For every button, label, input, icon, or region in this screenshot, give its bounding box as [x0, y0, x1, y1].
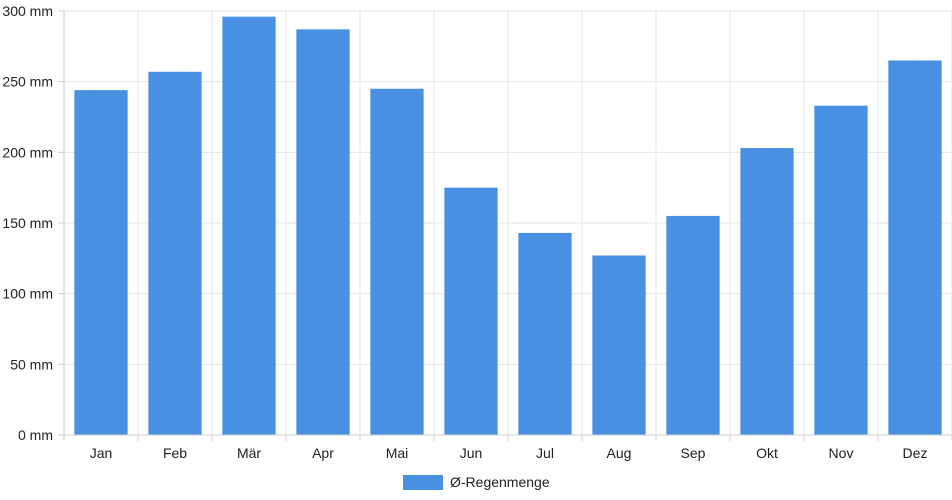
bar-mai[interactable] [370, 88, 424, 435]
x-tick-label: Jun [460, 445, 483, 461]
y-tick-label: 100 mm [2, 286, 53, 302]
legend-label: Ø-Regenmenge [450, 474, 550, 490]
bar-mär[interactable] [222, 16, 276, 436]
bar-jul[interactable] [518, 232, 572, 435]
x-tick-label: Apr [312, 445, 334, 461]
x-tick-label: Mär [237, 445, 261, 461]
y-tick-label: 150 mm [2, 215, 53, 231]
x-tick-label: Okt [756, 445, 778, 461]
x-tick-label: Nov [829, 445, 854, 461]
y-tick-label: 300 mm [2, 3, 53, 19]
x-tick-label: Jul [536, 445, 554, 461]
y-tick-label: 0 mm [18, 427, 53, 443]
x-tick-label: Sep [681, 445, 706, 461]
bar-aug[interactable] [592, 255, 646, 435]
y-tick-label: 200 mm [2, 144, 53, 160]
bar-apr[interactable] [296, 29, 350, 436]
y-axis-tick-labels: 0 mm 50 mm 100 mm 150 mm 200 mm 250 mm 300 mm [2, 3, 53, 443]
y-tick-label: 250 mm [2, 74, 53, 90]
bar-nov[interactable] [814, 105, 868, 436]
x-tick-label: Jan [90, 445, 113, 461]
grid-lines [63, 10, 952, 436]
x-tick-label: Dez [903, 445, 928, 461]
bar-dez[interactable] [888, 60, 942, 435]
y-tick-label: 50 mm [10, 356, 53, 372]
x-tick-label: Mai [386, 445, 409, 461]
bar-jun[interactable] [444, 187, 498, 435]
bar-feb[interactable] [148, 71, 202, 436]
x-tick-label: Aug [607, 445, 632, 461]
x-tick-label: Feb [163, 445, 187, 461]
bars [74, 16, 942, 436]
bar-okt[interactable] [740, 148, 794, 436]
axes [58, 10, 952, 441]
x-axis-tick-labels: Jan Feb Mär Apr Mai Jun Jul Aug Sep Okt Nov Dez [90, 445, 928, 461]
legend[interactable]: Ø-Regenmenge [403, 474, 550, 490]
bar-jan[interactable] [74, 90, 128, 435]
bar-sep[interactable] [666, 215, 720, 435]
legend-swatch [403, 475, 443, 490]
